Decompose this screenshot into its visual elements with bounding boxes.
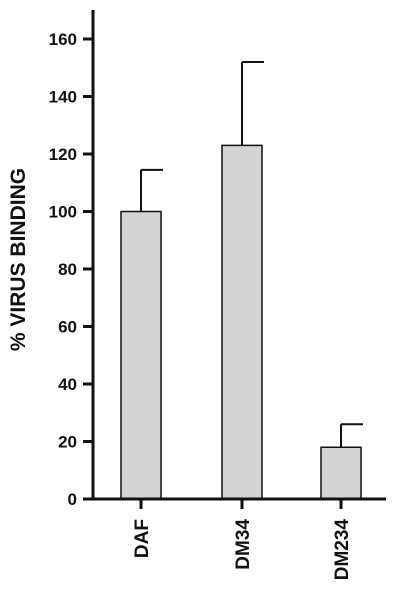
y-tick-label: 20 xyxy=(58,433,77,452)
y-axis-ticks: 0 20 40 60 80 100 120 140 160 xyxy=(49,30,93,509)
y-tick-label: 120 xyxy=(49,145,77,164)
error-bars-group xyxy=(140,61,363,448)
bars-group xyxy=(120,144,362,500)
y-tick-label: 100 xyxy=(49,203,77,222)
bar-daf xyxy=(120,210,162,500)
x-tick-label-daf: DAF xyxy=(132,519,153,558)
x-axis-ticks: DAF DM34 DM234 xyxy=(132,499,353,580)
x-tick-label-dm234: DM234 xyxy=(332,519,353,581)
bar-dm34 xyxy=(221,144,263,500)
bar-dm234 xyxy=(320,446,362,500)
y-tick-label: 160 xyxy=(49,30,77,49)
y-axis-title: % VIRUS BINDING xyxy=(7,168,30,351)
y-tick-label: 80 xyxy=(58,260,77,279)
y-tick-label: 40 xyxy=(58,375,77,394)
y-tick-label: 0 xyxy=(68,490,77,509)
y-tick-label: 60 xyxy=(58,318,77,337)
x-tick-label-dm34: DM34 xyxy=(233,519,254,570)
y-tick-label: 140 xyxy=(49,88,77,107)
